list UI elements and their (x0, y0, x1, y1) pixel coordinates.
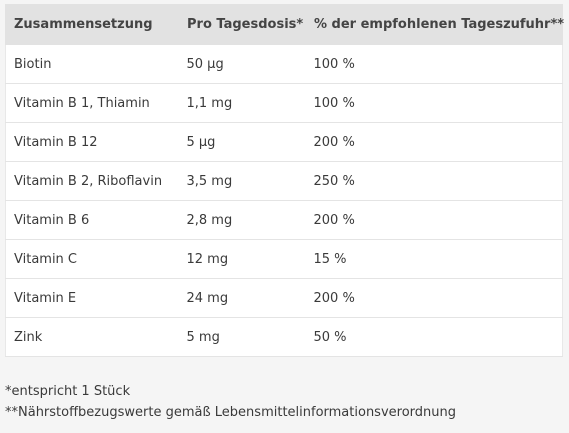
table-header: Zusammensetzung Pro Tagesdosis* % der em… (5, 4, 564, 45)
table-row: Vitamin E 24 mg 200 % (5, 278, 563, 318)
cell-percent: 200 % (305, 278, 563, 318)
cell-dose: 50 µg (178, 44, 306, 84)
cell-dose: 5 µg (178, 122, 306, 162)
cell-percent: 15 % (305, 239, 563, 279)
cell-nutrient: Vitamin B 1, Thiamin (5, 83, 179, 123)
nutrition-table: Zusammensetzung Pro Tagesdosis* % der em… (5, 4, 564, 357)
footnote-per-piece: *entspricht 1 Stück (5, 384, 131, 399)
cell-nutrient: Biotin (5, 44, 179, 84)
table-row: Biotin 50 µg 100 % (5, 44, 563, 84)
cell-nutrient: Vitamin C (5, 239, 179, 279)
table-row: Vitamin C 12 mg 15 % (5, 239, 563, 279)
cell-percent: 100 % (305, 44, 563, 84)
cell-dose: 5 mg (178, 317, 306, 357)
cell-percent: 100 % (305, 83, 563, 123)
nutrition-table-container: Zusammensetzung Pro Tagesdosis* % der em… (5, 4, 564, 357)
footnote-reference-values: **Nährstoffbezugswerte gemäß Lebensmitte… (5, 405, 456, 420)
cell-percent: 200 % (305, 200, 563, 240)
footnotes: *entspricht 1 Stück **Nährstoffbezugswer… (5, 381, 456, 423)
cell-dose: 12 mg (178, 239, 306, 279)
table-row: Zink 5 mg 50 % (5, 317, 563, 357)
cell-percent: 50 % (305, 317, 563, 357)
header-daily-intake-percent: % der empfohlenen Tageszufuhr** (305, 4, 564, 45)
cell-nutrient: Vitamin B 12 (5, 122, 179, 162)
cell-nutrient: Vitamin B 2, Riboflavin (5, 161, 179, 201)
cell-percent: 250 % (305, 161, 563, 201)
cell-dose: 3,5 mg (178, 161, 306, 201)
cell-nutrient: Vitamin B 6 (5, 200, 179, 240)
cell-dose: 24 mg (178, 278, 306, 318)
cell-dose: 1,1 mg (178, 83, 306, 123)
cell-nutrient: Zink (5, 317, 179, 357)
cell-percent: 200 % (305, 122, 563, 162)
table-row: Vitamin B 1, Thiamin 1,1 mg 100 % (5, 83, 563, 123)
table-row: Vitamin B 2, Riboflavin 3,5 mg 250 % (5, 161, 563, 201)
table-body: Biotin 50 µg 100 % Vitamin B 1, Thiamin … (5, 44, 563, 357)
header-composition: Zusammensetzung (5, 4, 179, 45)
header-row: Zusammensetzung Pro Tagesdosis* % der em… (5, 4, 564, 45)
cell-dose: 2,8 mg (178, 200, 306, 240)
header-daily-dose: Pro Tagesdosis* (178, 4, 306, 45)
table-row: Vitamin B 6 2,8 mg 200 % (5, 200, 563, 240)
table-row: Vitamin B 12 5 µg 200 % (5, 122, 563, 162)
cell-nutrient: Vitamin E (5, 278, 179, 318)
